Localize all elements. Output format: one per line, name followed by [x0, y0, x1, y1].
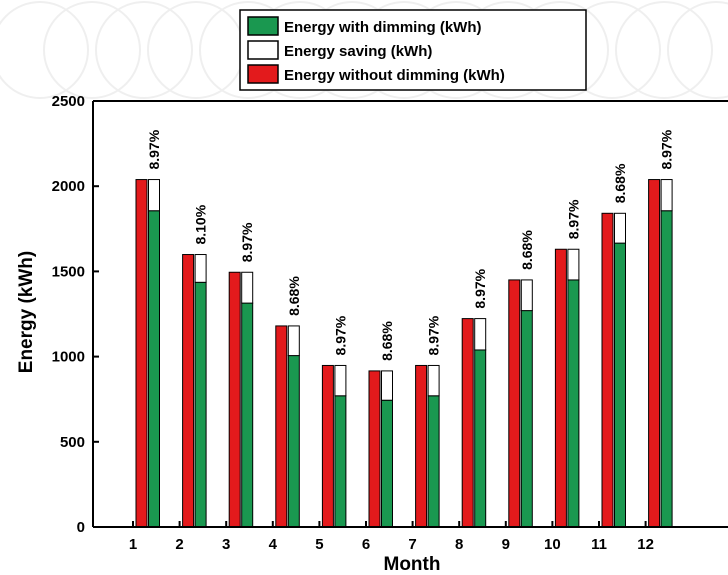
plot-area: 8.97% 8.10% 8.97% 8.68% 8.97% 8.68% 8.97% 8.97%…: [135, 129, 675, 528]
saving-percent-label: 8.68%: [379, 321, 395, 361]
saving-percent-label: 8.97%: [332, 315, 348, 355]
bar-with-dimming: [614, 242, 626, 528]
bar-with-dimming: [241, 302, 254, 528]
y-tick-label: 1500: [52, 263, 85, 280]
bar-without-dimming: [601, 212, 614, 528]
x-tick-label: 11: [591, 536, 607, 553]
x-tick-label: 8: [455, 536, 463, 553]
bar-energy-saving: [381, 370, 393, 401]
watermark-ring: [615, 1, 713, 99]
bar-without-dimming: [228, 271, 241, 528]
x-tick-label: 6: [362, 536, 370, 553]
x-axis-label: Month: [384, 554, 441, 575]
saving-percent-label: 8.97%: [426, 315, 442, 355]
bar-energy-saving: [614, 212, 626, 244]
bar-with-dimming: [520, 310, 533, 528]
saving-percent-label: 8.97%: [239, 222, 255, 262]
bar-without-dimming: [368, 370, 381, 528]
saving-percent-label: 8.97%: [565, 199, 581, 239]
x-tick-label: 3: [222, 536, 230, 553]
x-tick-label: 9: [502, 536, 510, 553]
bar-with-dimming: [474, 349, 487, 528]
x-tick-label: 10: [544, 536, 561, 553]
saving-percent-label: 8.97%: [472, 268, 488, 308]
bar-energy-saving: [241, 271, 254, 304]
bar-with-dimming: [427, 395, 440, 528]
x-tick-label: 2: [175, 536, 183, 553]
legend-swatch: [247, 40, 279, 60]
bar-with-dimming: [660, 210, 673, 528]
bar-energy-saving: [148, 179, 160, 212]
bar-energy-saving: [474, 318, 487, 351]
y-tick-label: 500: [60, 434, 85, 451]
y-tick-label: 0: [77, 519, 85, 536]
watermark-ring: [147, 1, 245, 99]
saving-percent-label: 8.68%: [612, 163, 628, 203]
saving-percent-label: 8.97%: [146, 129, 162, 169]
y-tick-label: 2500: [52, 93, 85, 110]
bar-energy-saving: [287, 325, 300, 357]
legend-swatch: [247, 16, 279, 36]
watermark-ring: [95, 1, 193, 99]
legend-label: Energy with dimming (kWh): [284, 19, 482, 36]
y-tick-label: 1000: [52, 349, 85, 366]
bar-without-dimming: [554, 248, 567, 528]
axis-labels: Month Energy (kWh): [16, 251, 440, 575]
bar-without-dimming: [461, 318, 474, 528]
x-tick-label: 1: [129, 536, 137, 553]
x-tick-label: 5: [315, 536, 323, 553]
bar-with-dimming: [567, 279, 580, 528]
x-tick-label: 12: [637, 536, 654, 553]
bar-without-dimming: [321, 364, 334, 528]
x-tick-label: 7: [408, 536, 416, 553]
saving-percent-label: 8.10%: [193, 204, 209, 244]
bar-without-dimming: [648, 179, 661, 528]
y-axis-label: Energy (kWh): [16, 251, 37, 373]
bar-energy-saving: [660, 179, 673, 212]
bar-with-dimming: [194, 281, 207, 528]
saving-percent-label: 8.68%: [286, 276, 302, 316]
bar-with-dimming: [287, 355, 300, 528]
bar-without-dimming: [135, 179, 148, 528]
bar-energy-saving: [427, 364, 440, 397]
legend: Energy with dimming (kWh) Energy saving (…: [239, 9, 587, 91]
watermark-ring: [667, 1, 728, 99]
bar-energy-saving: [334, 364, 347, 397]
bar-energy-saving: [567, 248, 580, 281]
bar-energy-saving: [194, 254, 207, 283]
saving-percent-label: 8.97%: [659, 129, 675, 169]
bar-without-dimming: [415, 364, 428, 528]
watermark-ring: [43, 1, 141, 99]
bar-without-dimming: [275, 325, 288, 528]
bar-with-dimming: [334, 395, 347, 528]
bar-without-dimming: [508, 279, 521, 528]
legend-box: [239, 9, 587, 91]
legend-label: Energy saving (kWh): [284, 43, 432, 60]
x-tick-label: 4: [269, 536, 278, 553]
bar-energy-saving: [520, 279, 533, 312]
legend-label: Energy without dimming (kWh): [284, 67, 505, 84]
bar-with-dimming: [148, 210, 160, 528]
watermark-ring: [0, 1, 89, 99]
legend-swatch: [247, 64, 279, 84]
y-tick-label: 2000: [52, 178, 85, 195]
background-watermark: [0, 1, 728, 99]
bar-with-dimming: [381, 399, 393, 528]
saving-percent-label: 8.68%: [519, 230, 535, 270]
bar-without-dimming: [182, 254, 195, 528]
